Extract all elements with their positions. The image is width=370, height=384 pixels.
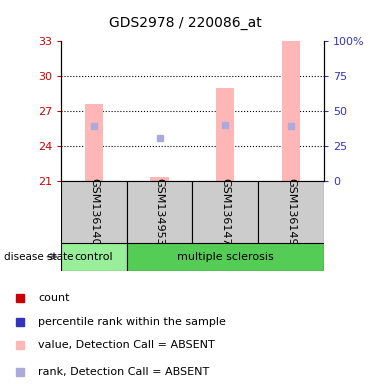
Text: rank, Detection Call = ABSENT: rank, Detection Call = ABSENT bbox=[38, 366, 209, 377]
Bar bbox=[258, 181, 324, 243]
Text: multiple sclerosis: multiple sclerosis bbox=[177, 252, 273, 262]
Text: value, Detection Call = ABSENT: value, Detection Call = ABSENT bbox=[38, 340, 215, 350]
Text: control: control bbox=[75, 252, 113, 262]
Text: disease state: disease state bbox=[4, 252, 73, 262]
Bar bbox=[61, 181, 127, 243]
Bar bbox=[85, 104, 103, 181]
Bar bbox=[282, 41, 300, 181]
Text: percentile rank within the sample: percentile rank within the sample bbox=[38, 317, 226, 327]
Bar bbox=[192, 181, 258, 243]
Bar bbox=[150, 177, 169, 181]
Text: GSM136149: GSM136149 bbox=[286, 178, 296, 246]
Bar bbox=[127, 181, 192, 243]
Bar bbox=[216, 88, 235, 181]
Bar bbox=[61, 243, 127, 271]
Text: count: count bbox=[38, 293, 70, 303]
Text: GSM136147: GSM136147 bbox=[220, 178, 230, 246]
Text: GDS2978 / 220086_at: GDS2978 / 220086_at bbox=[109, 16, 261, 30]
Text: GSM136140: GSM136140 bbox=[89, 178, 99, 246]
Bar bbox=[127, 243, 324, 271]
Text: GSM134953: GSM134953 bbox=[155, 178, 165, 246]
